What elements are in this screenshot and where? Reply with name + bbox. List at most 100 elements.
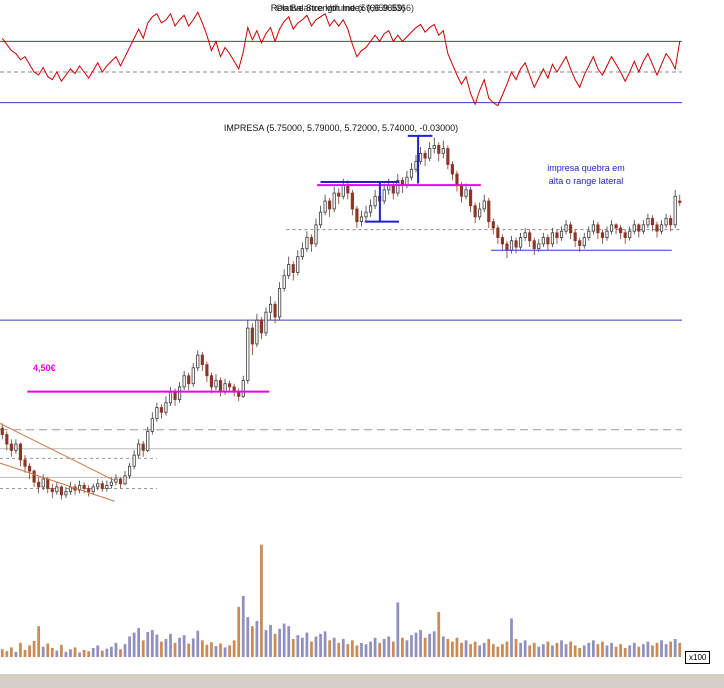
rsi-panel[interactable] [0, 2, 682, 118]
candle-body [196, 354, 200, 369]
volume-bar [351, 640, 354, 657]
candle-body [305, 237, 309, 250]
volume-bar [514, 639, 518, 657]
candle-body [278, 287, 282, 318]
candle-body [182, 375, 186, 388]
candle-body [205, 364, 209, 377]
volume-bar [432, 631, 436, 657]
volume-bar [87, 651, 91, 657]
volume-bar [541, 644, 545, 657]
candle-body [118, 478, 123, 485]
candle-body [632, 224, 636, 232]
candle-body [296, 256, 300, 273]
candle-body [678, 200, 682, 203]
volume-bar [605, 645, 609, 657]
candle-body [150, 418, 154, 432]
volume-bar [200, 640, 204, 657]
volume-panel[interactable] [0, 535, 682, 657]
candle-body [27, 465, 32, 472]
candle-body [382, 189, 386, 202]
volume-bar [332, 637, 336, 657]
candle-body [587, 230, 591, 238]
volume-bar [46, 643, 50, 657]
candle-body [41, 478, 45, 488]
volume-bar [160, 641, 163, 657]
candle-body [428, 148, 432, 159]
candle-body [100, 483, 104, 489]
volume-bar [323, 631, 327, 657]
candle-body [132, 454, 136, 467]
volume-bar [100, 650, 104, 657]
volume-bar [373, 637, 377, 657]
candle-body [669, 218, 673, 226]
volume-bar [623, 648, 627, 657]
volume-bar [282, 623, 286, 657]
candle-body [655, 224, 659, 232]
candle-body [628, 230, 632, 238]
volume-bar [660, 640, 663, 657]
candle-body [155, 407, 159, 420]
candle-body [596, 224, 600, 234]
volume-bar [473, 641, 477, 657]
price-drawn-segment [0, 462, 115, 502]
volume-bar [619, 644, 622, 657]
candle-body [5, 434, 9, 445]
volume-bar [260, 544, 263, 657]
candle-body [496, 227, 500, 238]
volume-bar [614, 646, 618, 657]
candle-body [478, 208, 482, 218]
candle-body [446, 148, 450, 165]
volume-bar [164, 639, 168, 657]
volume-bar [491, 644, 495, 657]
candle-body [105, 484, 109, 489]
candle-body [359, 216, 364, 223]
breakout-annotation-line2: alta o range lateral [548, 176, 624, 186]
breakout-annotation-line1: impresa quebra em [547, 163, 625, 173]
candle-body [582, 237, 586, 246]
volume-bar [328, 640, 332, 657]
volume-bar [651, 645, 654, 657]
candle-body [309, 237, 314, 245]
volume-bar [296, 635, 300, 657]
volume-bar [678, 642, 682, 657]
candle-body [659, 224, 664, 232]
candle-body [96, 483, 100, 488]
candle-body [300, 248, 304, 258]
candle-body [519, 237, 523, 248]
volume-bar [510, 618, 513, 657]
volume-bar [223, 647, 227, 657]
volume-bar [191, 638, 195, 657]
volume-bar [578, 648, 582, 657]
candle-body [464, 189, 468, 197]
candle-body [282, 275, 286, 289]
candle-body [323, 200, 327, 213]
candle-body [109, 481, 113, 486]
volume-bar [482, 642, 486, 657]
volume-bar [141, 640, 145, 657]
volume-bar [478, 645, 482, 657]
volume-bar [246, 617, 250, 657]
candle-body [473, 205, 477, 218]
price-level-label: 4,50€ [33, 363, 56, 373]
volume-bar [182, 635, 186, 657]
candle-body [637, 224, 641, 232]
candle-body [291, 264, 295, 273]
candle-body [178, 386, 182, 400]
candle-body [396, 179, 400, 194]
candle-body [591, 224, 595, 232]
candle-body [432, 145, 436, 149]
volume-bar [587, 642, 591, 657]
volume-bar [250, 626, 254, 657]
candle-body [64, 491, 68, 496]
candle-body [623, 232, 627, 238]
candle-body [364, 211, 368, 218]
volume-bar [169, 633, 172, 657]
volume-bar [0, 649, 4, 657]
volume-bar [428, 633, 432, 657]
volume-bar [555, 642, 559, 657]
window-bottom-strip [0, 674, 724, 688]
volume-bar [123, 644, 127, 657]
volume-bar [155, 634, 159, 657]
volume-bar [560, 640, 563, 657]
